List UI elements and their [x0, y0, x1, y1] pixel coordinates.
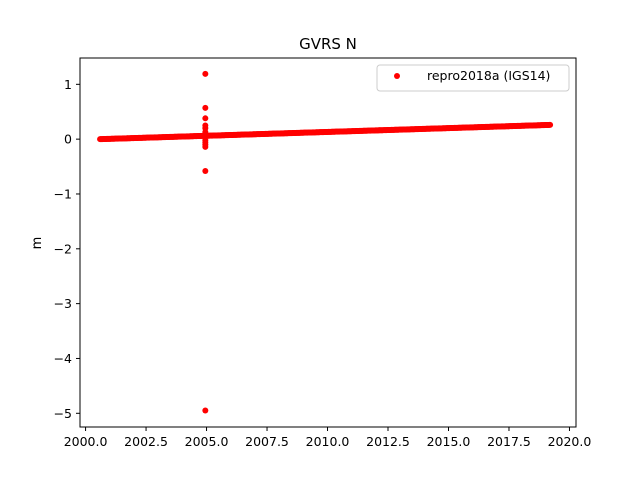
legend-marker: [394, 73, 400, 79]
x-tick-label: 2010.0: [306, 434, 350, 449]
y-tick-label: −4: [54, 351, 72, 366]
x-tick-label: 2007.5: [245, 434, 289, 449]
data-point-outlier: [202, 104, 209, 111]
data-point-outlier: [202, 167, 209, 174]
x-tick-label: 2020.0: [548, 434, 592, 449]
x-tick-label: 2012.5: [366, 434, 410, 449]
x-tick-label: 2005.0: [185, 434, 229, 449]
x-tick-label: 2015.0: [427, 434, 471, 449]
y-axis-label: m: [30, 237, 45, 250]
y-tick-label: 1: [64, 77, 72, 92]
y-tick-label: −5: [54, 406, 72, 421]
data-point-outlier: [202, 115, 209, 122]
legend: repro2018a (IGS14): [376, 64, 570, 92]
chart-title: GVRS N: [299, 35, 357, 53]
plot-area: [97, 70, 554, 414]
plot-frame: [79, 57, 577, 428]
data-point: [547, 121, 554, 128]
axis-ticks: 2000.0 2002.5 2005.0 2007.5 2010.0 2012.5 2015…: [54, 77, 592, 449]
data-point-outlier: [202, 130, 209, 137]
y-tick-label: 0: [64, 132, 72, 147]
y-tick-label: −3: [54, 296, 72, 311]
legend-box: [376, 64, 570, 92]
x-tick-label: 2000.0: [64, 434, 108, 449]
y-tick-label: −2: [54, 241, 72, 256]
x-tick-label: 2017.5: [487, 434, 531, 449]
legend-label: repro2018a (IGS14): [427, 68, 550, 83]
y-tick-label: −1: [54, 186, 72, 201]
data-point-outlier: [202, 407, 209, 414]
data-point-outlier: [202, 70, 209, 77]
data-point-outlier: [202, 143, 209, 150]
x-tick-label: 2002.5: [124, 434, 168, 449]
